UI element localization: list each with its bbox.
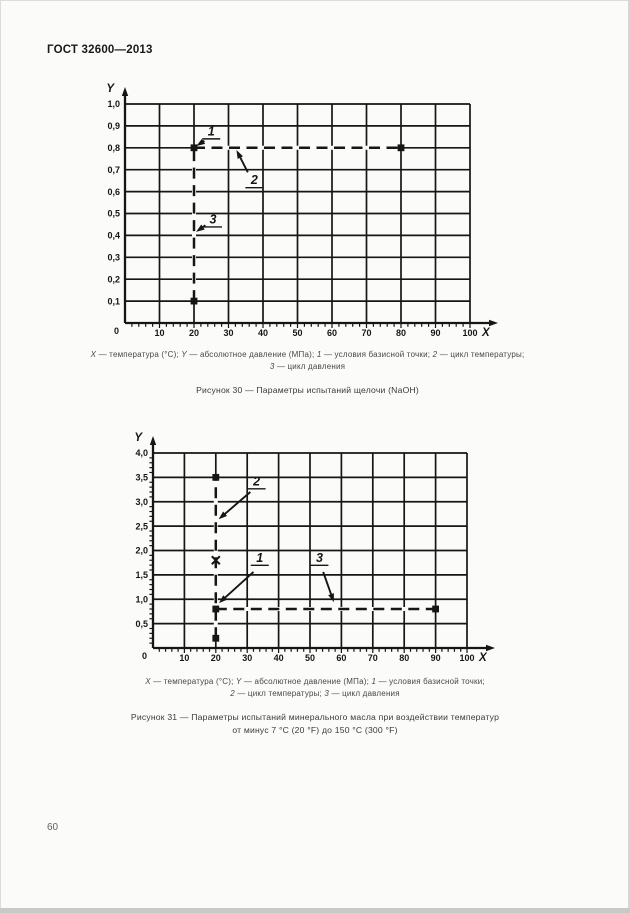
svg-text:0,1: 0,1 <box>107 296 120 306</box>
svg-text:0,9: 0,9 <box>107 121 120 131</box>
svg-text:40: 40 <box>258 328 268 338</box>
svg-text:0,8: 0,8 <box>107 143 120 153</box>
svg-text:70: 70 <box>368 653 378 663</box>
svg-text:2,5: 2,5 <box>135 521 148 531</box>
svg-text:30: 30 <box>242 653 252 663</box>
doc-header-title: ГОСТ 32600—2013 <box>47 44 153 56</box>
svg-text:10: 10 <box>154 328 164 338</box>
svg-text:60: 60 <box>327 328 337 338</box>
svg-text:50: 50 <box>292 328 302 338</box>
svg-text:90: 90 <box>431 653 441 663</box>
svg-text:20: 20 <box>211 653 221 663</box>
svg-text:3,0: 3,0 <box>135 497 148 507</box>
svg-text:100: 100 <box>462 328 477 338</box>
svg-text:2: 2 <box>250 173 258 187</box>
svg-text:10: 10 <box>179 653 189 663</box>
svg-text:X: X <box>478 652 488 664</box>
svg-text:0,3: 0,3 <box>107 253 120 263</box>
svg-text:0,2: 0,2 <box>107 274 120 284</box>
svg-text:90: 90 <box>430 328 440 338</box>
scan-edge-right <box>628 0 630 913</box>
svg-text:80: 80 <box>396 328 406 338</box>
svg-text:40: 40 <box>274 653 284 663</box>
svg-text:Y: Y <box>134 432 143 444</box>
figure-31-title: Рисунок 31 — Параметры испытаний минерал… <box>130 712 500 735</box>
svg-text:100: 100 <box>459 653 474 663</box>
page-number: 60 <box>47 822 59 833</box>
svg-text:0,5: 0,5 <box>107 209 120 219</box>
svg-text:1,0: 1,0 <box>107 99 120 109</box>
svg-text:X: X <box>481 327 491 339</box>
svg-text:4,0: 4,0 <box>135 448 148 458</box>
svg-text:80: 80 <box>399 653 409 663</box>
svg-text:1,5: 1,5 <box>135 570 148 580</box>
svg-text:60: 60 <box>336 653 346 663</box>
svg-text:3: 3 <box>316 551 323 565</box>
svg-text:0,6: 0,6 <box>107 187 120 197</box>
svg-text:1,0: 1,0 <box>135 594 148 604</box>
figure-31-caption: X — температура (°С); Y — абсолютное дав… <box>145 677 485 698</box>
svg-text:1: 1 <box>256 551 263 565</box>
figure-30-caption: X — температура (°С); Y — абсолютное дав… <box>90 350 525 371</box>
svg-text:Y: Y <box>106 83 115 95</box>
figure-31-chart: 10 20 30 40 50 60 70 80 90 1004,03,53,02,52,01,51… <box>134 432 495 664</box>
scan-edge-bottom <box>0 908 630 913</box>
svg-text:2: 2 <box>252 474 260 488</box>
svg-text:0,4: 0,4 <box>107 231 120 241</box>
svg-text:0: 0 <box>142 651 147 661</box>
svg-text:30: 30 <box>223 328 233 338</box>
svg-text:50: 50 <box>305 653 315 663</box>
svg-text:20: 20 <box>189 328 199 338</box>
svg-text:2,0: 2,0 <box>135 546 148 556</box>
svg-text:0,7: 0,7 <box>107 165 120 175</box>
svg-text:0,5: 0,5 <box>135 619 148 629</box>
svg-text:3,5: 3,5 <box>135 473 148 483</box>
figure-30-chart: 10 20 30 40 50 60 70 80 90 1001,00,90,80,70,60,50… <box>106 83 498 339</box>
svg-text:3: 3 <box>209 212 216 226</box>
figure-30-title: Рисунок 30 — Параметры испытаний щелочи … <box>196 385 419 395</box>
svg-text:0: 0 <box>114 326 119 336</box>
svg-text:1: 1 <box>208 124 215 138</box>
svg-text:70: 70 <box>361 328 371 338</box>
